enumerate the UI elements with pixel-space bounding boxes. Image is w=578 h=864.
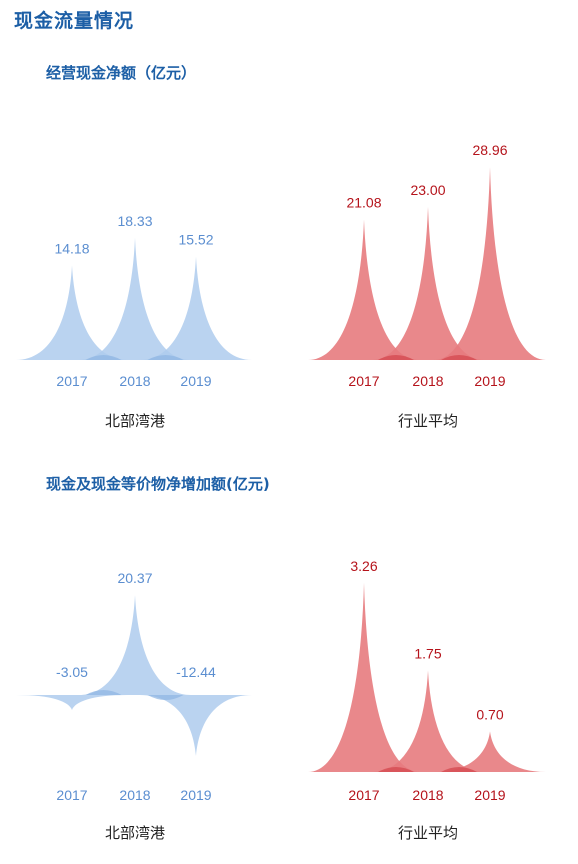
value-label: 23.00	[410, 182, 445, 198]
value-label: 18.33	[117, 213, 152, 229]
spike-mark-2017	[308, 219, 420, 360]
overlap-mark	[147, 355, 184, 360]
year-label: 2018	[412, 373, 443, 389]
year-label: 2017	[56, 373, 87, 389]
spike-mark-2019	[434, 731, 546, 772]
spike-mark-2018	[372, 206, 484, 360]
page-title: 现金流量情况	[14, 10, 135, 32]
group-name-label: 北部湾港	[105, 412, 165, 430]
spike-mark-2019	[140, 695, 252, 756]
overlap-mark	[85, 690, 122, 695]
spike-mark-2019	[434, 167, 546, 360]
year-label: 2019	[180, 373, 211, 389]
section-title-operating-cash: 经营现金净额（亿元）	[46, 64, 197, 82]
spike-mark-2018	[372, 670, 484, 772]
group-name-label: 行业平均	[398, 412, 458, 430]
overlap-mark	[147, 695, 184, 700]
year-label: 2018	[119, 373, 150, 389]
spike-mark-2017	[16, 265, 128, 360]
series-group-1: 3.26 2017 1.75 2018 0.70 2019 行业平均	[308, 558, 546, 842]
value-label: 20.37	[117, 570, 152, 586]
value-label: 28.96	[472, 142, 507, 158]
spike-mark-2019	[140, 256, 252, 360]
operating-cash-chart: 14.18 2017 18.33 2018 15.52 2019 北部湾港 21.08 2017…	[16, 142, 546, 430]
series-group-0: -3.05 2017 20.37 2018 -12.44 2019 北部湾港	[16, 570, 252, 842]
year-label: 2017	[56, 787, 87, 803]
year-label: 2018	[412, 787, 443, 803]
spike-mark-2018	[79, 237, 191, 360]
value-label: 1.75	[414, 646, 441, 662]
series-group-1: 21.08 2017 23.00 2018 28.96 2019 行业平均	[308, 142, 546, 430]
group-name-label: 行业平均	[398, 824, 458, 842]
series-group-0: 14.18 2017 18.33 2018 15.52 2019 北部湾港	[16, 213, 252, 430]
overlap-mark	[441, 355, 477, 360]
value-label: -12.44	[176, 664, 216, 680]
spike-mark-2018	[79, 595, 191, 695]
group-name-label: 北部湾港	[105, 824, 165, 842]
value-label: 14.18	[54, 241, 89, 257]
spike-mark-2017	[308, 582, 420, 772]
value-label: 21.08	[346, 195, 381, 211]
value-label: 0.70	[476, 706, 503, 722]
value-label: 15.52	[178, 232, 213, 248]
year-label: 2019	[180, 787, 211, 803]
value-label: -3.05	[56, 664, 88, 680]
year-label: 2017	[348, 373, 379, 389]
overlap-mark	[85, 355, 122, 360]
overlap-mark	[378, 767, 414, 772]
year-label: 2019	[474, 787, 505, 803]
year-label: 2017	[348, 787, 379, 803]
overlap-mark	[441, 767, 477, 772]
spike-mark-2017	[16, 695, 128, 710]
section-title-net-cash-increase: 现金及现金等价物净增加额(亿元)	[46, 475, 270, 493]
overlap-mark	[378, 355, 414, 360]
value-label: 3.26	[350, 558, 377, 574]
year-label: 2018	[119, 787, 150, 803]
year-label: 2019	[474, 373, 505, 389]
